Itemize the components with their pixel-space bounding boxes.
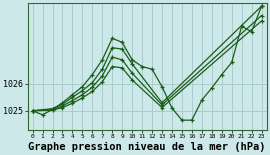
X-axis label: Graphe pression niveau de la mer (hPa): Graphe pression niveau de la mer (hPa) bbox=[28, 142, 266, 152]
